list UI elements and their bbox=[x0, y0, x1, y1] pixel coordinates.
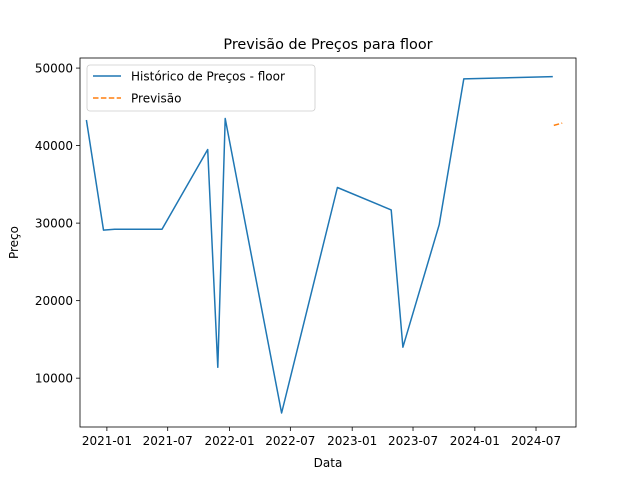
plot-frame bbox=[79, 57, 577, 428]
y-axis: 10000 20000 30000 40000 50000 bbox=[35, 61, 80, 385]
x-tick-label: 2023-01 bbox=[327, 434, 377, 448]
x-tick-label: 2021-07 bbox=[143, 434, 193, 448]
y-tick-label: 20000 bbox=[35, 294, 73, 308]
series-line-history bbox=[85, 75, 553, 414]
plot-lines bbox=[85, 75, 563, 414]
y-axis-label: Preço bbox=[7, 226, 21, 259]
x-tick-label: 2022-07 bbox=[265, 434, 315, 448]
y-tick-label: 30000 bbox=[35, 216, 73, 230]
x-axis: 2021-01 2021-07 2022-01 2022-07 2023-01 2023-… bbox=[82, 427, 561, 448]
x-tick-label: 2022-01 bbox=[204, 434, 254, 448]
chart-title: Previsão de Preços para floor bbox=[223, 37, 432, 53]
series-line-forecast bbox=[553, 122, 563, 127]
y-tick-label: 10000 bbox=[35, 371, 73, 385]
legend-box bbox=[86, 64, 316, 112]
y-tick-label: 50000 bbox=[35, 61, 73, 75]
x-tick-label: 2024-07 bbox=[511, 434, 561, 448]
x-axis-label: Data bbox=[314, 456, 343, 470]
x-tick-label: 2024-01 bbox=[450, 434, 500, 448]
legend-label-history: Histórico de Preços - floor bbox=[131, 70, 285, 84]
legend-label-forecast: Previsão bbox=[131, 92, 181, 106]
x-tick-label: 2023-07 bbox=[388, 434, 438, 448]
legend: Histórico de Preços - floor Previsão bbox=[86, 64, 316, 112]
x-tick-label: 2021-01 bbox=[82, 434, 132, 448]
y-tick-label: 40000 bbox=[35, 139, 73, 153]
